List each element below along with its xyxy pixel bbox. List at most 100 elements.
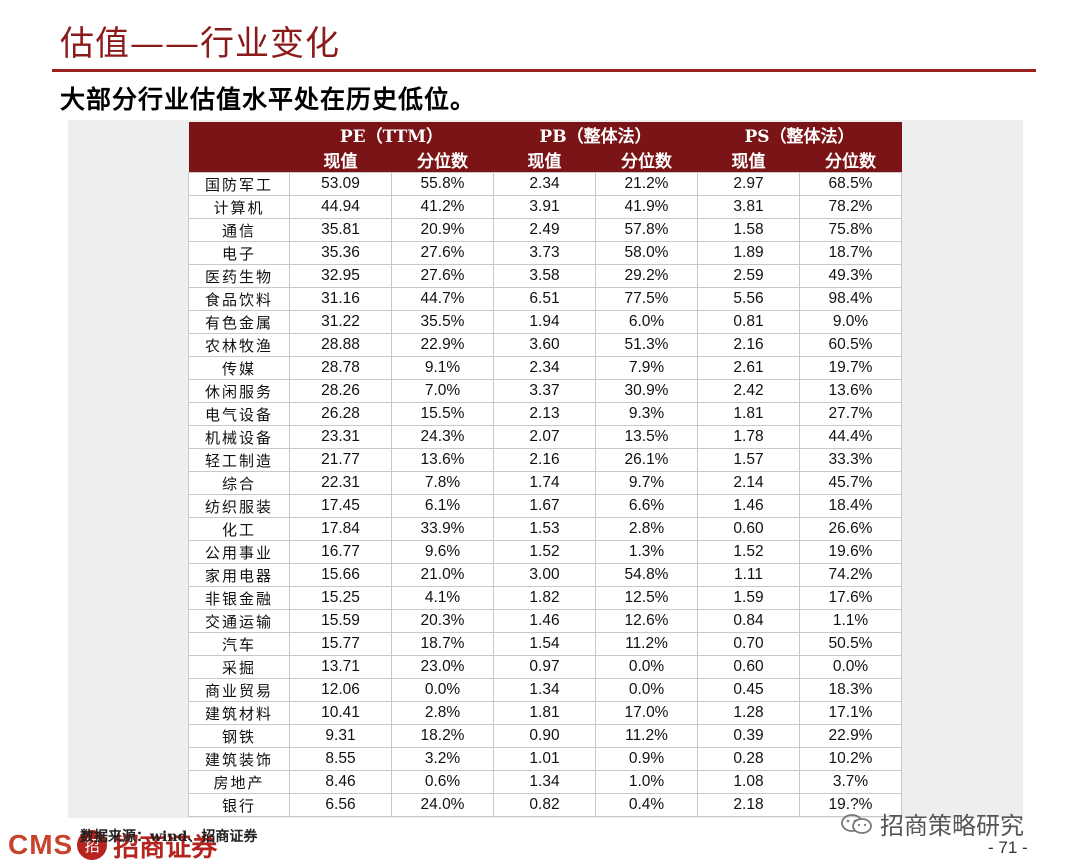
valuation-table: PE（TTM） PB（整体法） PS（整体法） 现值 分位数 现值 分位数 现值… — [188, 122, 902, 817]
cell-industry: 电子 — [188, 241, 290, 265]
table-row: 机械设备 23.31 24.3% 2.07 13.5% 1.78 44.4% — [188, 425, 902, 449]
cell-pb-current: 2.34 — [493, 356, 596, 380]
table-row: 传媒 28.78 9.1% 2.34 7.9% 2.61 19.7% — [188, 356, 902, 380]
cell-ps-current: 2.18 — [697, 793, 800, 817]
cell-pb-percentile: 1.3% — [595, 540, 698, 564]
cell-pe-current: 35.81 — [289, 218, 392, 242]
cell-pe-current: 15.59 — [289, 609, 392, 633]
page-title: 估值——行业变化 — [60, 24, 340, 64]
cell-pb-percentile: 11.2% — [595, 632, 698, 656]
cell-pe-percentile: 15.5% — [391, 402, 494, 426]
subtitle: 大部分行业估值水平处在历史低位。 — [60, 85, 477, 114]
cell-ps-percentile: 68.5% — [799, 172, 902, 196]
cell-pb-percentile: 57.8% — [595, 218, 698, 242]
cell-pb-current: 0.90 — [493, 724, 596, 748]
cell-ps-current: 1.89 — [697, 241, 800, 265]
cell-pb-current: 2.34 — [493, 172, 596, 196]
cell-ps-percentile: 18.4% — [799, 494, 902, 518]
cell-ps-current: 3.81 — [697, 195, 800, 219]
cell-ps-current: 2.97 — [697, 172, 800, 196]
cell-ps-percentile: 0.0% — [799, 655, 902, 679]
logo-mark: 招 — [77, 830, 108, 860]
table-row: 汽车 15.77 18.7% 1.54 11.2% 0.70 50.5% — [188, 632, 902, 656]
cell-industry: 公用事业 — [188, 540, 290, 564]
cell-pb-percentile: 0.0% — [595, 655, 698, 679]
cell-ps-percentile: 1.1% — [799, 609, 902, 633]
cell-pe-percentile: 24.0% — [391, 793, 494, 817]
cell-pe-percentile: 3.2% — [391, 747, 494, 771]
cell-ps-current: 0.70 — [697, 632, 800, 656]
cell-pe-percentile: 23.0% — [391, 655, 494, 679]
cell-pe-current: 32.95 — [289, 264, 392, 288]
cell-ps-percentile: 26.6% — [799, 517, 902, 541]
cell-ps-current: 1.08 — [697, 770, 800, 794]
cell-pe-current: 15.25 — [289, 586, 392, 610]
table-row: 非银金融 15.25 4.1% 1.82 12.5% 1.59 17.6% — [188, 586, 902, 610]
cell-industry: 计算机 — [188, 195, 290, 219]
cell-pe-current: 23.31 — [289, 425, 392, 449]
cell-pe-percentile: 9.1% — [391, 356, 494, 380]
cell-pe-current: 26.28 — [289, 402, 392, 426]
cell-pb-current: 3.58 — [493, 264, 596, 288]
header-group-pb: PB（整体法） — [493, 122, 698, 147]
cell-ps-current: 1.52 — [697, 540, 800, 564]
cell-ps-percentile: 9.0% — [799, 310, 902, 334]
table-row: 综合 22.31 7.8% 1.74 9.7% 2.14 45.7% — [188, 471, 902, 495]
cell-ps-current: 0.84 — [697, 609, 800, 633]
header-pb-percentile: 分位数 — [595, 147, 698, 173]
cell-pe-current: 17.84 — [289, 517, 392, 541]
cell-pb-current: 6.51 — [493, 287, 596, 311]
cell-industry: 休闲服务 — [188, 379, 290, 403]
header-pe-percentile: 分位数 — [391, 147, 494, 173]
table-row: 公用事业 16.77 9.6% 1.52 1.3% 1.52 19.6% — [188, 540, 902, 564]
cell-industry: 国防军工 — [188, 172, 290, 196]
cell-pb-current: 2.49 — [493, 218, 596, 242]
cell-pb-current: 0.97 — [493, 655, 596, 679]
cell-ps-percentile: 33.3% — [799, 448, 902, 472]
cell-ps-current: 1.11 — [697, 563, 800, 587]
cell-ps-percentile: 22.9% — [799, 724, 902, 748]
cell-pb-current: 1.81 — [493, 701, 596, 725]
cell-ps-percentile: 27.7% — [799, 402, 902, 426]
cell-pb-current: 1.34 — [493, 678, 596, 702]
cell-pe-current: 8.55 — [289, 747, 392, 771]
cell-industry: 采掘 — [188, 655, 290, 679]
table-row: 采掘 13.71 23.0% 0.97 0.0% 0.60 0.0% — [188, 655, 902, 679]
cell-industry: 轻工制造 — [188, 448, 290, 472]
cell-pb-percentile: 1.0% — [595, 770, 698, 794]
cell-ps-current: 1.78 — [697, 425, 800, 449]
cell-pe-current: 28.88 — [289, 333, 392, 357]
cell-industry: 综合 — [188, 471, 290, 495]
cell-industry: 有色金属 — [188, 310, 290, 334]
table-row: 建筑装饰 8.55 3.2% 1.01 0.9% 0.28 10.2% — [188, 747, 902, 771]
cell-ps-current: 2.59 — [697, 264, 800, 288]
cell-ps-current: 0.60 — [697, 517, 800, 541]
cell-pb-percentile: 11.2% — [595, 724, 698, 748]
cell-ps-current: 1.58 — [697, 218, 800, 242]
table-row: 电气设备 26.28 15.5% 2.13 9.3% 1.81 27.7% — [188, 402, 902, 426]
cms-logo: CMS 招 招商证券 — [8, 828, 217, 863]
cell-pe-percentile: 6.1% — [391, 494, 494, 518]
cell-pe-current: 31.22 — [289, 310, 392, 334]
cell-pb-percentile: 9.3% — [595, 402, 698, 426]
cell-pe-percentile: 20.9% — [391, 218, 494, 242]
cell-pe-current: 6.56 — [289, 793, 392, 817]
cell-ps-percentile: 78.2% — [799, 195, 902, 219]
cell-pe-percentile: 55.8% — [391, 172, 494, 196]
cell-pb-percentile: 30.9% — [595, 379, 698, 403]
cell-ps-percentile: 18.3% — [799, 678, 902, 702]
cell-ps-current: 2.14 — [697, 471, 800, 495]
table-row: 商业贸易 12.06 0.0% 1.34 0.0% 0.45 18.3% — [188, 678, 902, 702]
cell-ps-percentile: 49.3% — [799, 264, 902, 288]
cell-ps-current: 0.28 — [697, 747, 800, 771]
cell-pb-percentile: 77.5% — [595, 287, 698, 311]
table-row: 家用电器 15.66 21.0% 3.00 54.8% 1.11 74.2% — [188, 563, 902, 587]
cell-pb-current: 3.73 — [493, 241, 596, 265]
cell-pb-current: 2.13 — [493, 402, 596, 426]
cell-pb-percentile: 7.9% — [595, 356, 698, 380]
cell-ps-current: 2.16 — [697, 333, 800, 357]
cell-pb-percentile: 54.8% — [595, 563, 698, 587]
cell-industry: 化工 — [188, 517, 290, 541]
table-row: 国防军工 53.09 55.8% 2.34 21.2% 2.97 68.5% — [188, 172, 902, 196]
cell-ps-percentile: 19.7% — [799, 356, 902, 380]
